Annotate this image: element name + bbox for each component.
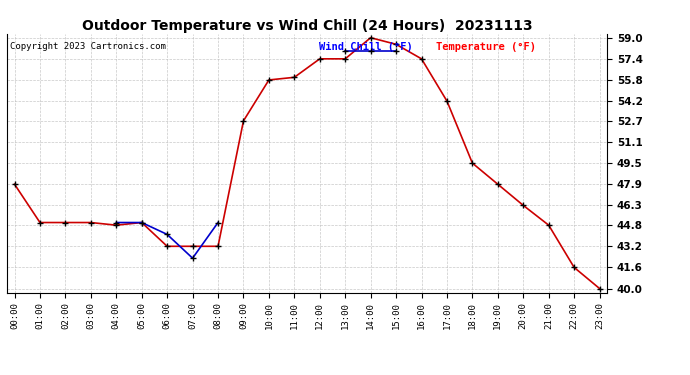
Text: Temperature (°F): Temperature (°F) [436,42,536,51]
Text: Wind Chill (°F): Wind Chill (°F) [319,42,413,51]
Title: Outdoor Temperature vs Wind Chill (24 Hours)  20231113: Outdoor Temperature vs Wind Chill (24 Ho… [81,19,533,33]
Text: Copyright 2023 Cartronics.com: Copyright 2023 Cartronics.com [10,42,166,51]
